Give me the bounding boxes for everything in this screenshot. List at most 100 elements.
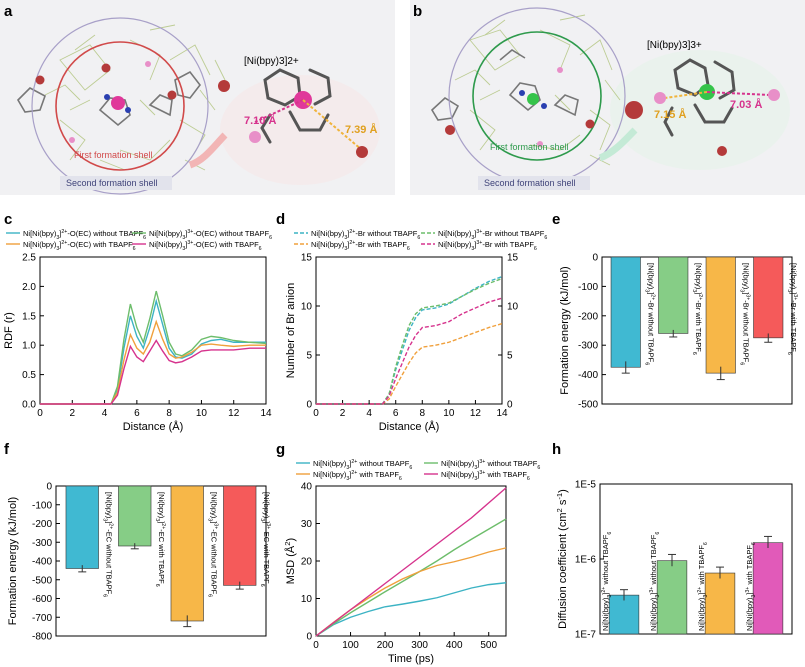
x-tick-label: 14 — [260, 408, 272, 419]
panel-a-arrow — [188, 132, 228, 169]
panel-b-dist2-line — [706, 91, 771, 96]
x-tick-label: 10 — [196, 408, 208, 419]
bar-label-2: [Ni(bpy)3]2+-Br with TBAPF6 — [691, 263, 703, 355]
panel-b-arrow — [598, 127, 638, 162]
panel-b-dist2: 7.03 Å — [730, 98, 762, 111]
series-line-4 — [315, 487, 507, 637]
y-tick-label: 0 — [46, 482, 52, 493]
panel-b-dist1: 7.15 Å — [654, 108, 686, 121]
bar-2 — [118, 485, 152, 547]
x-tick-label: 300 — [411, 640, 428, 651]
panel-b-pf6-zoom — [654, 92, 666, 104]
bar-label-3: [Ni(bpy)3]3+-Br without TBAPF6 — [738, 263, 750, 365]
panel-b-pf6 — [537, 141, 543, 147]
chart-f: 0 -100 -200 -300 -400 -500 -600 -700 -800 Formati… — [7, 482, 271, 643]
chart-h: 1E-7 1E-6 1E-5 Diffusion coefficient (cm2 s… — [555, 480, 793, 641]
panel-b-second-shell-label: Second formation shell — [484, 178, 576, 188]
series-line-1 — [40, 298, 266, 405]
bar-label-1: [Ni(bpy)3]2+-EC without TBAPF6 — [102, 492, 114, 597]
legend-label-4: Ni[Ni(bpy)3]3+ with TBAPF6 — [441, 470, 530, 482]
series-line-4 — [316, 297, 503, 405]
x-tick-label: 4 — [366, 408, 372, 419]
bar-label-3: [Ni(bpy)3]3+-EC without TBAPF6 — [207, 492, 219, 597]
y-tick-label: 5 — [306, 351, 312, 362]
panel-a-n-atom — [104, 94, 110, 100]
panel-a-dist2-line — [302, 99, 363, 151]
y2-tick-label: 10 — [507, 302, 519, 313]
y-tick-label: -500 — [578, 400, 598, 411]
y-tick-label: -100 — [578, 282, 598, 293]
panel-b-br-ion — [445, 125, 455, 135]
bar-label-4: [Ni(bpy)3]3+-EC with TBAPF6 — [259, 492, 271, 587]
panel-b-second-shell-box — [478, 176, 590, 190]
panel-b-n-atom — [541, 103, 547, 109]
panel-a-first-shell-circle — [55, 41, 185, 171]
bar-3 — [704, 572, 736, 635]
legend-label-1: Ni[Ni(bpy)3]2+-Br without TBAPF6 — [311, 229, 420, 241]
bar-label-4: Ni[Ni(bpy)3]3+ with TBAPF6 — [745, 542, 757, 631]
panel-g-letter: g — [276, 441, 285, 458]
panel-a-second-shell-label: Second formation shell — [66, 178, 158, 188]
panel-b-glow — [610, 50, 790, 170]
x-axis-label: Distance (Å) — [123, 420, 184, 433]
x-tick-label: 6 — [134, 408, 140, 419]
x-axis-label: Time (ps) — [388, 653, 434, 665]
panel-c-letter: c — [4, 211, 12, 228]
y-tick-label: 10 — [301, 302, 313, 313]
panel-b: b First formation shell Second formation… — [410, 0, 805, 195]
panel-e-letter: e — [552, 211, 560, 228]
panel-b-br-ion — [585, 119, 595, 129]
panel-a-dist1: 7.10 Å — [244, 114, 276, 127]
series-line-3 — [316, 322, 503, 405]
y-tick-label: 1E-7 — [575, 630, 597, 641]
x-tick-label: 12 — [228, 408, 240, 419]
legend-label-3: Ni[Ni(bpy)3]2+-Br with TBAPF6 — [311, 240, 410, 252]
y-tick-label: 1.5 — [22, 311, 36, 322]
x-tick-label: 400 — [446, 640, 463, 651]
panel-b-ni-center — [527, 93, 539, 105]
bar-2 — [658, 256, 689, 334]
x-tick-label: 0 — [37, 408, 43, 419]
panel-a-ni-center — [111, 96, 125, 110]
y-tick-label: -400 — [32, 557, 52, 568]
panel-b-first-shell-label: First formation shell — [490, 142, 569, 152]
x-axis-label: Distance (Å) — [379, 420, 440, 433]
x-tick-label: 0 — [313, 640, 319, 651]
y-tick-label: -300 — [32, 538, 52, 549]
x-tick-label: 8 — [420, 408, 426, 419]
bar-1 — [65, 485, 99, 569]
x-tick-label: 100 — [342, 640, 359, 651]
panel-a-complex-label: [Ni(bpy)3]2+ — [244, 56, 299, 67]
bar-1 — [608, 594, 640, 635]
panel-a-first-shell-label: First formation shell — [74, 150, 153, 160]
y-tick-label: 2.0 — [22, 282, 36, 293]
panel-b-first-shell-circle — [472, 31, 602, 161]
chart-c: 0.0 0.5 1.0 1.5 2.0 2.5 0 2 4 6 8 10 12 14 Distance (Å… — [3, 229, 272, 433]
bar-1 — [610, 256, 641, 368]
y-axis-label: Formation energy (kJ/mol) — [7, 497, 19, 625]
bar-3 — [170, 485, 204, 622]
bar-4 — [752, 542, 784, 635]
panel-b-ligand-lines — [430, 49, 579, 121]
bar-label-2: Ni[Ni(bpy)3]3+ without TBAPF6 — [649, 532, 661, 631]
y-tick-label: 1E-5 — [575, 480, 597, 491]
bar-label-4: [Ni(bpy)3]3+-Br with TBAPF6 — [786, 263, 798, 355]
y-tick-label: 15 — [301, 253, 313, 264]
legend-label-4: Ni[Ni(bpy)3]3+-O(EC) with TBAPF6 — [149, 240, 262, 252]
y-tick-label: -500 — [32, 575, 52, 586]
y-tick-label: 1.0 — [22, 341, 36, 352]
y-tick-label: 30 — [301, 519, 313, 530]
y-tick-label: -200 — [32, 519, 52, 530]
bar-3 — [705, 256, 736, 374]
legend-label-1: Ni[Ni(bpy)3]2+ without TBAPF6 — [313, 459, 412, 471]
y-tick-label: 0.5 — [22, 370, 36, 381]
x-tick-label: 14 — [496, 408, 508, 419]
y-tick-label: -700 — [32, 613, 52, 624]
series-line-4 — [40, 339, 266, 405]
x-tick-label: 0 — [313, 408, 319, 419]
legend-label-2: Ni[Ni(bpy)3]3+-O(EC) without TBAPF6 — [149, 229, 272, 241]
legend-label-2: Ni[Ni(bpy)3]3+-Br without TBAPF6 — [438, 229, 547, 241]
y-axis-label: RDF (r) — [3, 312, 15, 349]
x-tick-label: 10 — [443, 408, 455, 419]
